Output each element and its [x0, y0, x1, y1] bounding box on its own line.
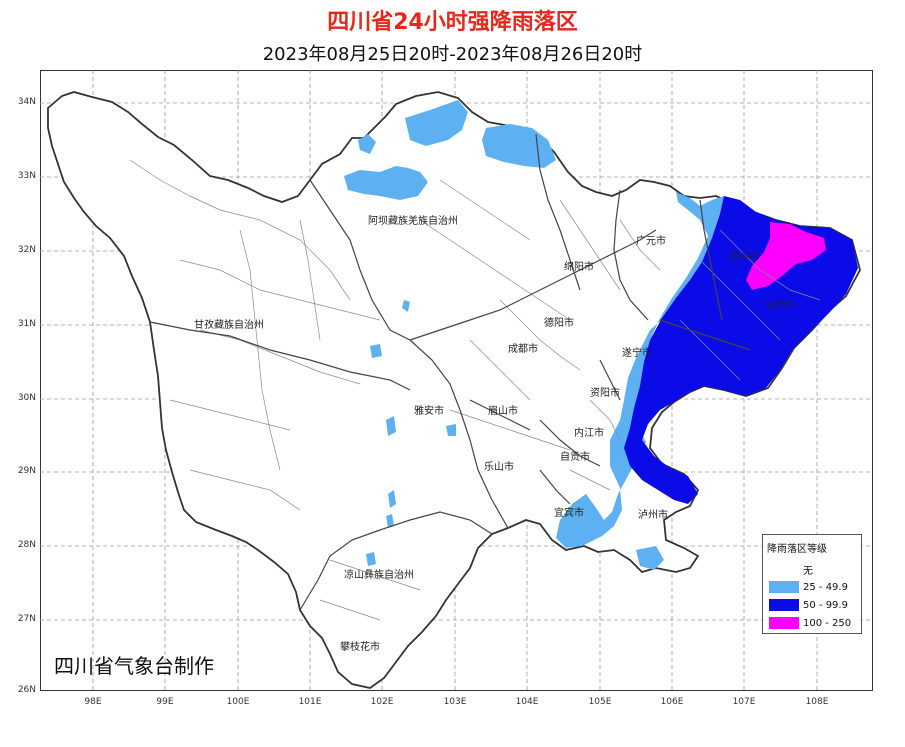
city-label-luzhou: 泸州市 — [638, 510, 668, 521]
rainfall-legend: 降雨落区等级 无 25 - 49.9 50 - 99.9 100 - 250 — [762, 534, 862, 634]
city-label-zigong: 自贡市 — [560, 452, 590, 463]
legend-swatch-none — [769, 563, 799, 575]
city-label-ganzi: 甘孜藏族自治州 — [194, 320, 264, 331]
lon-label-99e: 99E — [156, 697, 174, 707]
lon-label-102e: 102E — [370, 697, 394, 707]
lon-label-108e: 108E — [805, 697, 829, 707]
credit-text: 四川省气象台制作 — [54, 654, 214, 678]
county-boundaries — [129, 159, 821, 621]
rain-zone-25-49 — [344, 100, 724, 570]
lat-label-30n: 30N — [17, 393, 36, 403]
legend-label-25-49: 25 - 49.9 — [803, 581, 848, 593]
legend-item-50-99: 50 - 99.9 — [769, 598, 848, 612]
legend-title: 降雨落区等级 — [767, 544, 827, 555]
city-label-guangyuan: 广元市 — [636, 236, 666, 247]
lat-label-28n: 28N — [17, 540, 36, 550]
lon-label-107e: 107E — [732, 697, 756, 707]
lon-label-106e: 106E — [660, 697, 684, 707]
lat-label-26n: 26N — [17, 685, 36, 695]
city-label-ziyang: 资阳市 — [590, 388, 620, 399]
map-subtitle: 2023年08月25日20时-2023年08月26日20时 — [262, 44, 643, 65]
legend-label-none: 无 — [803, 565, 813, 577]
legend-swatch-50-99 — [769, 599, 799, 611]
legend-swatch-25-49 — [769, 581, 799, 593]
city-label-bazhong: 巴中市 — [730, 252, 760, 263]
lon-label-98e: 98E — [84, 697, 102, 707]
map-title: 四川省24小时强降雨落区 — [327, 10, 578, 35]
city-label-dazhou: 达州市 — [766, 300, 796, 311]
lon-label-103e: 103E — [443, 697, 467, 707]
legend-item-25-49: 25 - 49.9 — [769, 580, 848, 594]
city-label-deyang: 德阳市 — [544, 318, 574, 329]
city-label-yibin: 宜宾市 — [554, 508, 584, 519]
rain-zone-50-99 — [624, 196, 858, 504]
lon-label-100e: 100E — [226, 697, 250, 707]
city-label-panzhihua: 攀枝花市 — [340, 642, 380, 653]
lon-label-105e: 105E — [588, 697, 612, 707]
city-label-liangshan: 凉山彝族自治州 — [344, 570, 414, 581]
legend-label-100-250: 100 - 250 — [803, 617, 852, 629]
lon-label-101e: 101E — [298, 697, 322, 707]
prefecture-boundaries — [149, 133, 751, 611]
legend-item-100-250: 100 - 250 — [769, 616, 851, 630]
lat-label-29n: 29N — [17, 466, 36, 476]
lat-label-34n: 34N — [17, 97, 36, 107]
city-label-leshan: 乐山市 — [484, 462, 514, 473]
lat-label-32n: 32N — [17, 245, 36, 255]
rain-zone-100-250 — [746, 222, 826, 290]
lat-label-33n: 33N — [17, 171, 36, 181]
city-label-yaan: 雅安市 — [414, 406, 444, 417]
city-label-meishan: 眉山市 — [488, 406, 518, 417]
legend-label-50-99: 50 - 99.9 — [803, 599, 848, 611]
lon-label-104e: 104E — [515, 697, 539, 707]
city-label-mianyang: 绵阳市 — [564, 262, 594, 273]
legend-swatch-100-250 — [769, 617, 799, 629]
city-label-neijiang: 内江市 — [574, 428, 604, 439]
lat-label-27n: 27N — [17, 614, 36, 624]
city-label-suining: 遂宁市 — [622, 348, 652, 359]
city-label-aba: 阿坝藏族羌族自治州 — [368, 216, 458, 227]
legend-item-none: 无 — [769, 562, 813, 577]
lat-label-31n: 31N — [17, 319, 36, 329]
city-label-chengdu: 成都市 — [508, 344, 538, 355]
